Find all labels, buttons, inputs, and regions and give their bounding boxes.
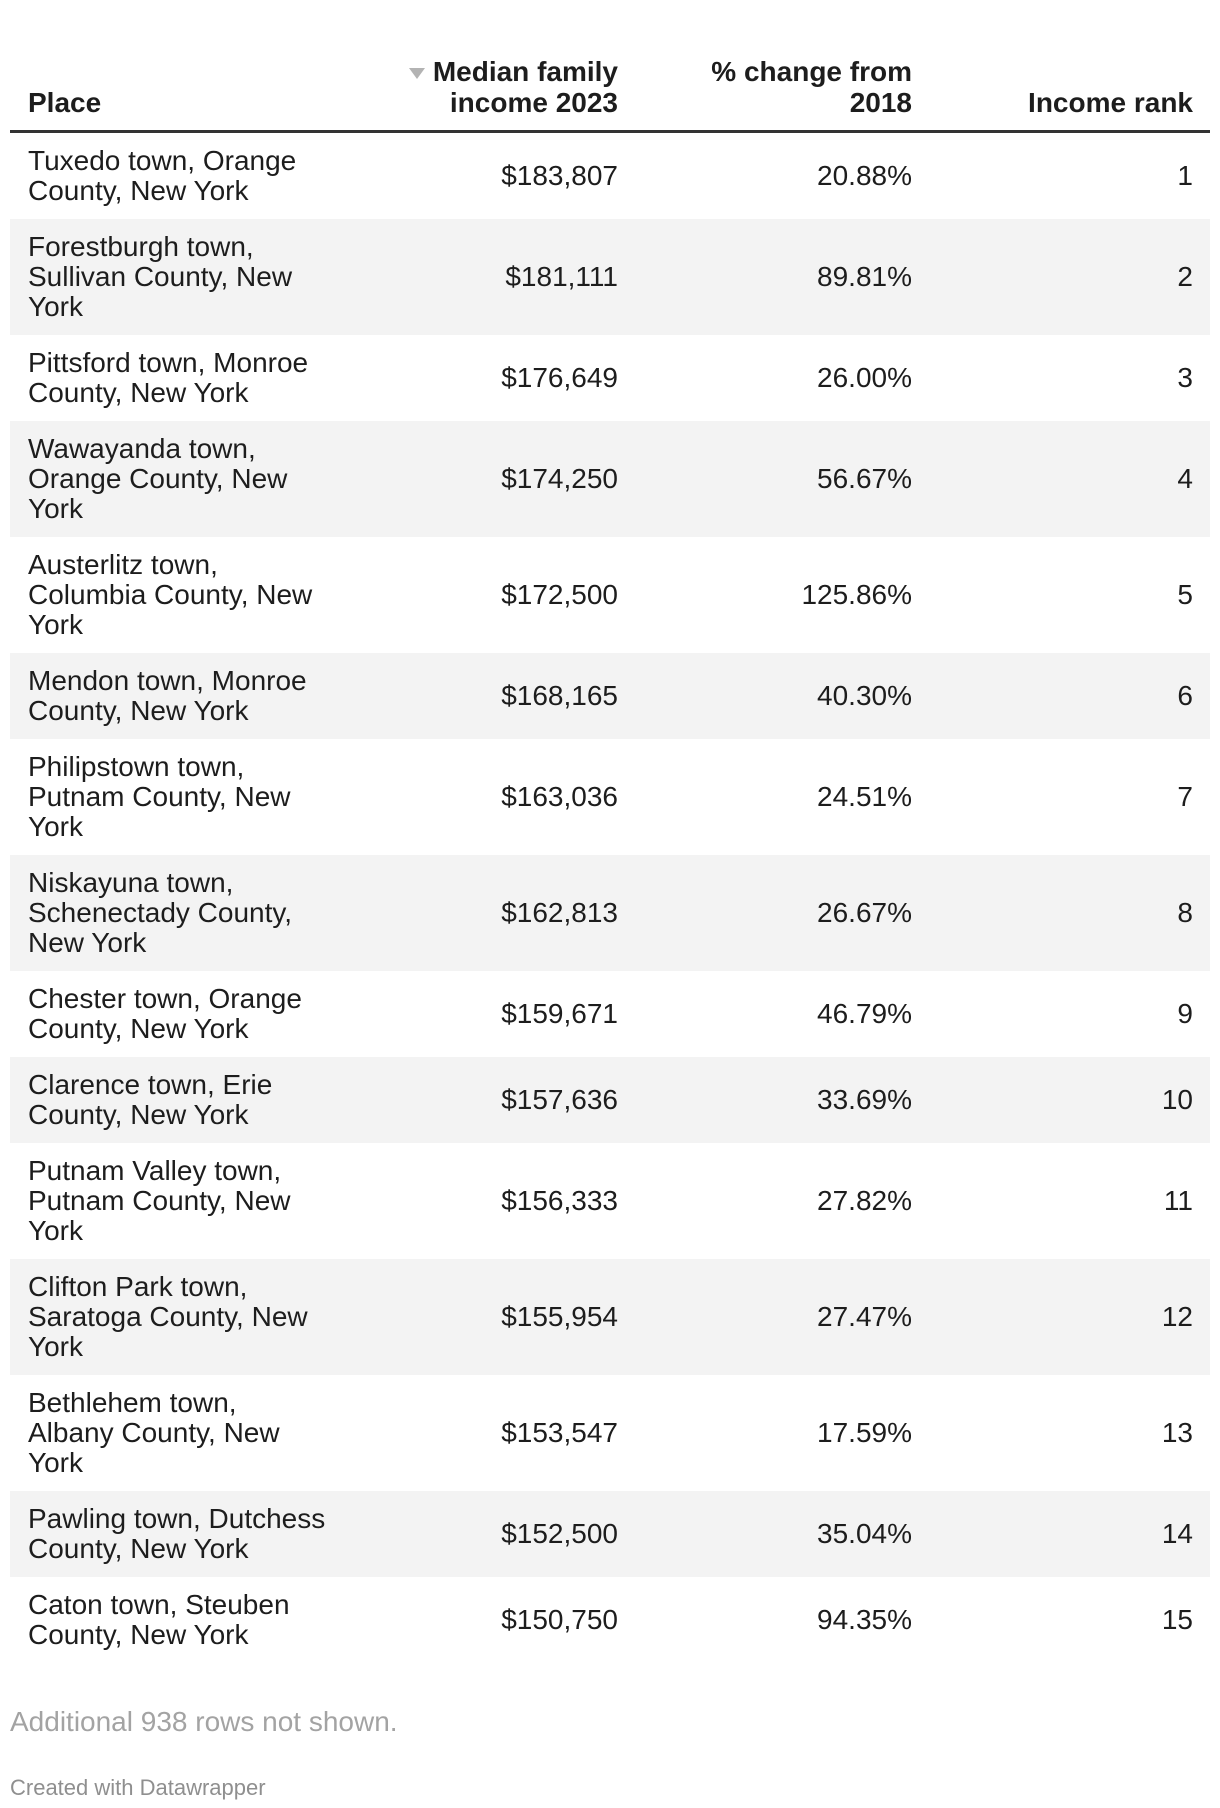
table-row: Chester town, Orange County, New York $1…: [10, 971, 1210, 1057]
sort-descending-icon: [408, 68, 425, 79]
cell-change: 17.59%: [817, 1417, 912, 1448]
table-row: Bethlehem town, Albany County, New York …: [10, 1375, 1210, 1491]
cell-rank: 13: [1161, 1417, 1193, 1448]
table-row: Niskayuna town, Schenectady County, New …: [10, 855, 1210, 971]
table-row: Putnam Valley town, Putnam County, New Y…: [10, 1143, 1210, 1259]
cell-change: 20.88%: [817, 160, 912, 191]
cell-income: $172,500: [501, 579, 618, 610]
cell-rank: 14: [1161, 1518, 1193, 1549]
cell-rank: 1: [1177, 160, 1193, 191]
cell-rank: 15: [1161, 1604, 1193, 1635]
cell-change: 40.30%: [817, 680, 912, 711]
column-header-median-income[interactable]: Median family income 2023: [345, 56, 635, 130]
cell-change: 94.35%: [817, 1604, 912, 1635]
cell-income: $163,036: [501, 781, 618, 812]
cell-place: Bethlehem town, Albany County, New York: [28, 1387, 280, 1478]
cell-rank: 11: [1163, 1185, 1193, 1216]
income-table: Place Median family income 2023 % change…: [10, 0, 1210, 1801]
column-header-place[interactable]: Place: [10, 87, 345, 130]
cell-place: Austerlitz town, Columbia County, New Yo…: [28, 549, 313, 640]
cell-rank: 9: [1177, 998, 1193, 1029]
cell-change: 27.82%: [817, 1185, 912, 1216]
table-row: Pittsford town, Monroe County, New York …: [10, 335, 1210, 421]
column-header-change-line2: 2018: [849, 87, 912, 118]
table-row: Wawayanda town, Orange County, New York …: [10, 421, 1210, 537]
cell-income: $150,750: [501, 1604, 618, 1635]
cell-income: $157,636: [501, 1084, 618, 1115]
table-row: Clarence town, Erie County, New York $15…: [10, 1057, 1210, 1143]
cell-place: Wawayanda town, Orange County, New York: [28, 433, 288, 524]
cell-rank: 12: [1161, 1301, 1193, 1332]
datawrapper-credit-link[interactable]: Created with Datawrapper: [10, 1775, 266, 1800]
cell-place: Philipstown town, Putnam County, New Yor…: [28, 751, 291, 842]
cell-income: $153,547: [501, 1417, 618, 1448]
cell-place: Pawling town, Dutchess County, New York: [28, 1503, 326, 1564]
cell-place: Clarence town, Erie County, New York: [28, 1069, 273, 1130]
table-row: Mendon town, Monroe County, New York $16…: [10, 653, 1210, 739]
cell-change: 26.67%: [817, 897, 912, 928]
table-row: Tuxedo town, Orange County, New York $18…: [10, 133, 1210, 219]
cell-income: $176,649: [501, 362, 618, 393]
cell-place: Tuxedo town, Orange County, New York: [28, 145, 297, 206]
column-header-rank-label: Income rank: [1028, 87, 1193, 118]
cell-rank: 5: [1177, 579, 1193, 610]
cell-change: 89.81%: [817, 261, 912, 292]
table-row: Forestburgh town, Sullivan County, New Y…: [10, 219, 1210, 335]
cell-change: 27.47%: [817, 1301, 912, 1332]
cell-change: 26.00%: [817, 362, 912, 393]
cell-place: Pittsford town, Monroe County, New York: [28, 347, 309, 408]
table-row: Caton town, Steuben County, New York $15…: [10, 1577, 1210, 1663]
cell-change: 56.67%: [817, 463, 912, 494]
cell-change: 24.51%: [817, 781, 912, 812]
cell-income: $183,807: [501, 160, 618, 191]
cell-income: $168,165: [501, 680, 618, 711]
column-header-income-line2: income 2023: [449, 87, 618, 118]
cell-change: 35.04%: [817, 1518, 912, 1549]
cell-place: Forestburgh town, Sullivan County, New Y…: [28, 231, 293, 322]
cell-rank: 10: [1161, 1084, 1193, 1115]
cell-income: $159,671: [501, 998, 618, 1029]
column-header-income-rank[interactable]: Income rank: [929, 87, 1210, 130]
table-header-row: Place Median family income 2023 % change…: [10, 0, 1210, 133]
cell-income: $152,500: [501, 1518, 618, 1549]
table-row: Clifton Park town, Saratoga County, New …: [10, 1259, 1210, 1375]
table-row: Austerlitz town, Columbia County, New Yo…: [10, 537, 1210, 653]
cell-income: $156,333: [501, 1185, 618, 1216]
table-body: Tuxedo town, Orange County, New York $18…: [10, 133, 1210, 1663]
cell-rank: 8: [1177, 897, 1193, 928]
table-row: Philipstown town, Putnam County, New Yor…: [10, 739, 1210, 855]
cell-income: $174,250: [501, 463, 618, 494]
rows-not-shown-note: Additional 938 rows not shown.: [10, 1706, 398, 1737]
cell-change: 46.79%: [817, 998, 912, 1029]
cell-income: $155,954: [501, 1301, 618, 1332]
cell-income: $162,813: [501, 897, 618, 928]
column-header-pct-change[interactable]: % change from 2018: [635, 56, 929, 130]
column-header-place-label: Place: [28, 87, 102, 118]
cell-place: Clifton Park town, Saratoga County, New …: [28, 1271, 308, 1362]
cell-rank: 2: [1177, 261, 1193, 292]
cell-rank: 3: [1177, 362, 1193, 393]
cell-change: 125.86%: [801, 579, 912, 610]
column-header-change-line1: % change from: [711, 56, 912, 87]
cell-place: Putnam Valley town, Putnam County, New Y…: [28, 1155, 291, 1246]
cell-change: 33.69%: [817, 1084, 912, 1115]
cell-rank: 7: [1177, 781, 1193, 812]
cell-place: Chester town, Orange County, New York: [28, 983, 302, 1044]
cell-income: $181,111: [505, 261, 618, 292]
cell-rank: 4: [1177, 463, 1193, 494]
cell-place: Niskayuna town, Schenectady County, New …: [28, 867, 293, 958]
table-row: Pawling town, Dutchess County, New York …: [10, 1491, 1210, 1577]
column-header-income-line1: Median family: [432, 56, 618, 87]
cell-place: Caton town, Steuben County, New York: [28, 1589, 290, 1650]
cell-rank: 6: [1177, 680, 1193, 711]
cell-place: Mendon town, Monroe County, New York: [28, 665, 307, 726]
